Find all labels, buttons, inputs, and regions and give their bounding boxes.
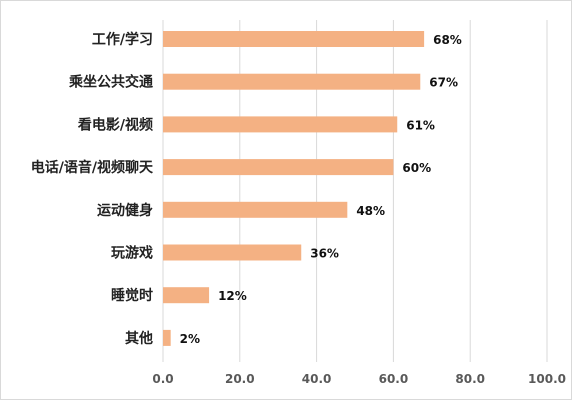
x-tick-label: 80.0 (455, 372, 485, 386)
category-label: 运动健身 (97, 202, 153, 219)
bar (163, 159, 394, 176)
x-tick-label: 20.0 (225, 372, 255, 386)
bar (163, 73, 421, 90)
category-label: 工作/学习 (92, 31, 153, 48)
category-label: 睡觉时 (111, 287, 153, 304)
bar (163, 329, 171, 346)
x-tick-label: 60.0 (379, 372, 409, 386)
category-label: 电话/语音/视频聊天 (31, 159, 154, 176)
data-label: 2% (180, 332, 200, 346)
category-label: 看电影/视频 (77, 116, 153, 133)
x-tick-label: 0.0 (152, 372, 173, 386)
bars (163, 31, 425, 346)
data-label: 36% (310, 247, 339, 261)
gridlines (162, 20, 548, 362)
data-label: 48% (356, 204, 385, 218)
category-label: 乘坐公共交通 (68, 74, 153, 91)
data-label: 61% (406, 118, 435, 132)
category-label: 玩游戏 (111, 245, 153, 262)
category-label: 其他 (125, 330, 153, 347)
x-axis-ticks: 0.0 20.0 40.0 60.0 80.0 100.0 (152, 372, 566, 386)
data-labels: 68% 67% 61% 60% 48% 36% 12% 2% (180, 33, 462, 346)
bar (163, 244, 302, 261)
x-tick-label: 100.0 (528, 372, 566, 386)
data-label: 68% (433, 33, 462, 47)
bar (163, 116, 398, 133)
bar (163, 201, 348, 218)
bar (163, 31, 425, 47)
data-label: 12% (218, 289, 247, 303)
data-label: 67% (429, 76, 458, 90)
data-label: 60% (402, 161, 431, 175)
x-tick-label: 40.0 (302, 372, 332, 386)
bar (163, 287, 210, 304)
